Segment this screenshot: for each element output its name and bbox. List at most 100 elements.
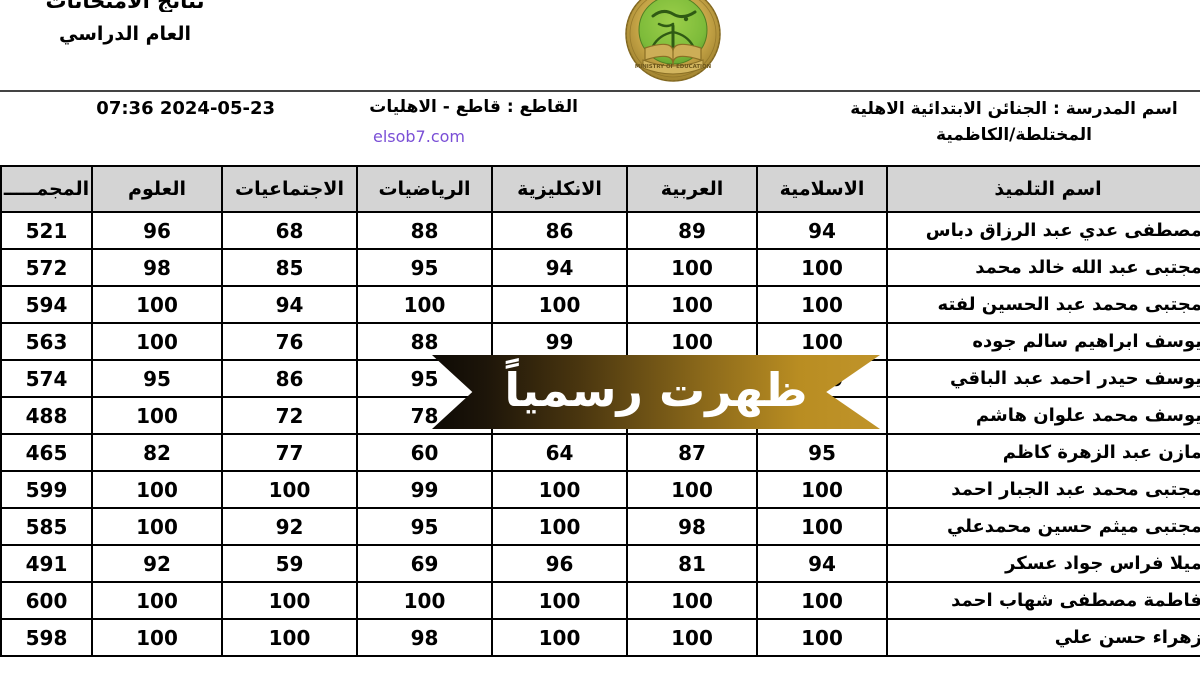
- cell-social: 77: [221, 433, 358, 472]
- sector-label: القاطع : قاطع - الاهليات: [369, 97, 578, 117]
- cell-social: 100: [221, 470, 358, 509]
- cell-english: 94: [491, 248, 628, 287]
- cell-science: 100: [91, 581, 223, 620]
- cell-math: 69: [356, 544, 493, 583]
- cell-total: 585: [0, 507, 93, 546]
- cell-student-name: يوسف محمد علوان هاشم: [886, 396, 1200, 435]
- site-watermark: elsob7.com: [372, 127, 465, 146]
- cell-islamic: 94: [756, 544, 888, 583]
- cell-student-name: يوسف ابراهيم سالم جوده: [886, 322, 1200, 361]
- cell-arabic: 87: [626, 433, 758, 472]
- header-divider: [0, 90, 1200, 92]
- cell-english: 100: [491, 470, 628, 509]
- cell-social: 59: [221, 544, 358, 583]
- cell-english: 86: [491, 211, 628, 250]
- table-header-row: اسم التلميذ الاسلامية العربية الانكليزية…: [0, 165, 1200, 213]
- cell-total: 563: [0, 322, 93, 361]
- cell-science: 100: [91, 618, 223, 657]
- cell-islamic: 100: [756, 507, 888, 546]
- cell-science: 100: [91, 285, 223, 324]
- cell-islamic: 100: [756, 581, 888, 620]
- cell-science: 100: [91, 507, 223, 546]
- cell-student-name: ميلا فراس جواد عسكر: [886, 544, 1200, 583]
- column-header-science: العلوم: [91, 165, 223, 213]
- cell-student-name: فاطمة مصطفى شهاب احمد: [886, 581, 1200, 620]
- cell-english: 99: [491, 322, 628, 361]
- cell-total: 521: [0, 211, 93, 250]
- column-header-social: الاجتماعيات: [221, 165, 358, 213]
- cell-math: 98: [356, 618, 493, 657]
- cell-english: 100: [491, 285, 628, 324]
- column-header-math: الرياضيات: [356, 165, 493, 213]
- column-header-student-name: اسم التلميذ: [886, 165, 1200, 213]
- cell-english: 100: [491, 618, 628, 657]
- cell-arabic: 98: [626, 507, 758, 546]
- ministry-of-education-emblem-icon: MINISTRY OF EDUCATION: [591, 0, 756, 90]
- ribbon-label: ظهرت رسمياً: [504, 363, 808, 417]
- table-row: فاطمة مصطفى شهاب احمد 100 100 100 100 100 100 6…: [0, 581, 1200, 620]
- cell-student-name: مجتبى عبد الله خالد محمد: [886, 248, 1200, 287]
- cell-math: 95: [356, 507, 493, 546]
- cell-social: 92: [221, 507, 358, 546]
- cell-islamic: 100: [756, 248, 888, 287]
- cell-math: 100: [356, 285, 493, 324]
- document-info-bar: اسم المدرسة : الجنائن الابتدائية الاهلية…: [0, 94, 1200, 165]
- cell-student-name: يوسف حيدر احمد عبد الباقي: [886, 359, 1200, 398]
- cell-science: 92: [91, 544, 223, 583]
- cell-arabic: 100: [626, 470, 758, 509]
- table-body: مصطفى عدي عبد الرزاق دباس 94 89 86 88 68 96 521…: [0, 211, 1200, 657]
- cell-english: 96: [491, 544, 628, 583]
- table-row: مازن عبد الزهرة كاظم 95 87 64 60 77 82 465: [0, 433, 1200, 472]
- column-header-total: المجمـــــ: [0, 165, 93, 213]
- cell-arabic: 100: [626, 248, 758, 287]
- cell-islamic: 100: [756, 285, 888, 324]
- cell-math: 88: [356, 322, 493, 361]
- document-header: نتائج الامتحانات العام الدراسي: [0, 0, 1200, 94]
- cell-science: 82: [91, 433, 223, 472]
- page-title: نتائج الامتحانات: [45, 0, 205, 12]
- cell-islamic: 100: [756, 322, 888, 361]
- cell-social: 86: [221, 359, 358, 398]
- cell-arabic: 100: [626, 322, 758, 361]
- cell-english: 100: [491, 581, 628, 620]
- cell-arabic: 100: [626, 618, 758, 657]
- table-row: مجتبى محمد عبد الجبار احمد 100 100 100 99 100…: [0, 470, 1200, 509]
- school-name-label: اسم المدرسة : الجنائن الابتدائية الاهلية…: [850, 99, 1178, 145]
- cell-arabic: 89: [626, 211, 758, 250]
- table-row: زهراء حسن علي 100 100 100 98 100 100 598: [0, 618, 1200, 657]
- cell-social: 72: [221, 396, 358, 435]
- table-row: مجتبى محمد عبد الحسين لفته 100 100 100 100 94…: [0, 285, 1200, 324]
- cell-math: 95: [356, 248, 493, 287]
- cell-student-name: مجتبى ميثم حسين محمدعلي: [886, 507, 1200, 546]
- cell-social: 76: [221, 322, 358, 361]
- header-title-block: نتائج الامتحانات العام الدراسي: [0, 0, 295, 48]
- cell-total: 594: [0, 285, 93, 324]
- cell-science: 95: [91, 359, 223, 398]
- cell-total: 598: [0, 618, 93, 657]
- cell-science: 100: [91, 470, 223, 509]
- column-header-english: الانكليزية: [491, 165, 628, 213]
- column-header-islamic: الاسلامية: [756, 165, 888, 213]
- cell-social: 68: [221, 211, 358, 250]
- cell-math: 88: [356, 211, 493, 250]
- table-row: مجتبى عبد الله خالد محمد 100 100 94 95 85 98 57…: [0, 248, 1200, 287]
- cell-islamic: 100: [756, 618, 888, 657]
- cell-student-name: مازن عبد الزهرة كاظم: [886, 433, 1200, 472]
- cell-total: 599: [0, 470, 93, 509]
- officially-released-ribbon-banner: ظهرت رسمياً: [432, 355, 880, 429]
- cell-student-name: زهراء حسن علي: [886, 618, 1200, 657]
- cell-math: 99: [356, 470, 493, 509]
- cell-student-name: مجتبى محمد عبد الحسين لفته: [886, 285, 1200, 324]
- cell-science: 100: [91, 396, 223, 435]
- cell-english: 64: [491, 433, 628, 472]
- cell-math: 60: [356, 433, 493, 472]
- cell-total: 488: [0, 396, 93, 435]
- cell-arabic: 100: [626, 285, 758, 324]
- table-row: مصطفى عدي عبد الرزاق دباس 94 89 86 88 68 96 521: [0, 211, 1200, 250]
- cell-islamic: 94: [756, 211, 888, 250]
- cell-islamic: 100: [756, 470, 888, 509]
- cell-social: 85: [221, 248, 358, 287]
- cell-total: 572: [0, 248, 93, 287]
- academic-year-label: العام الدراسي: [58, 23, 192, 45]
